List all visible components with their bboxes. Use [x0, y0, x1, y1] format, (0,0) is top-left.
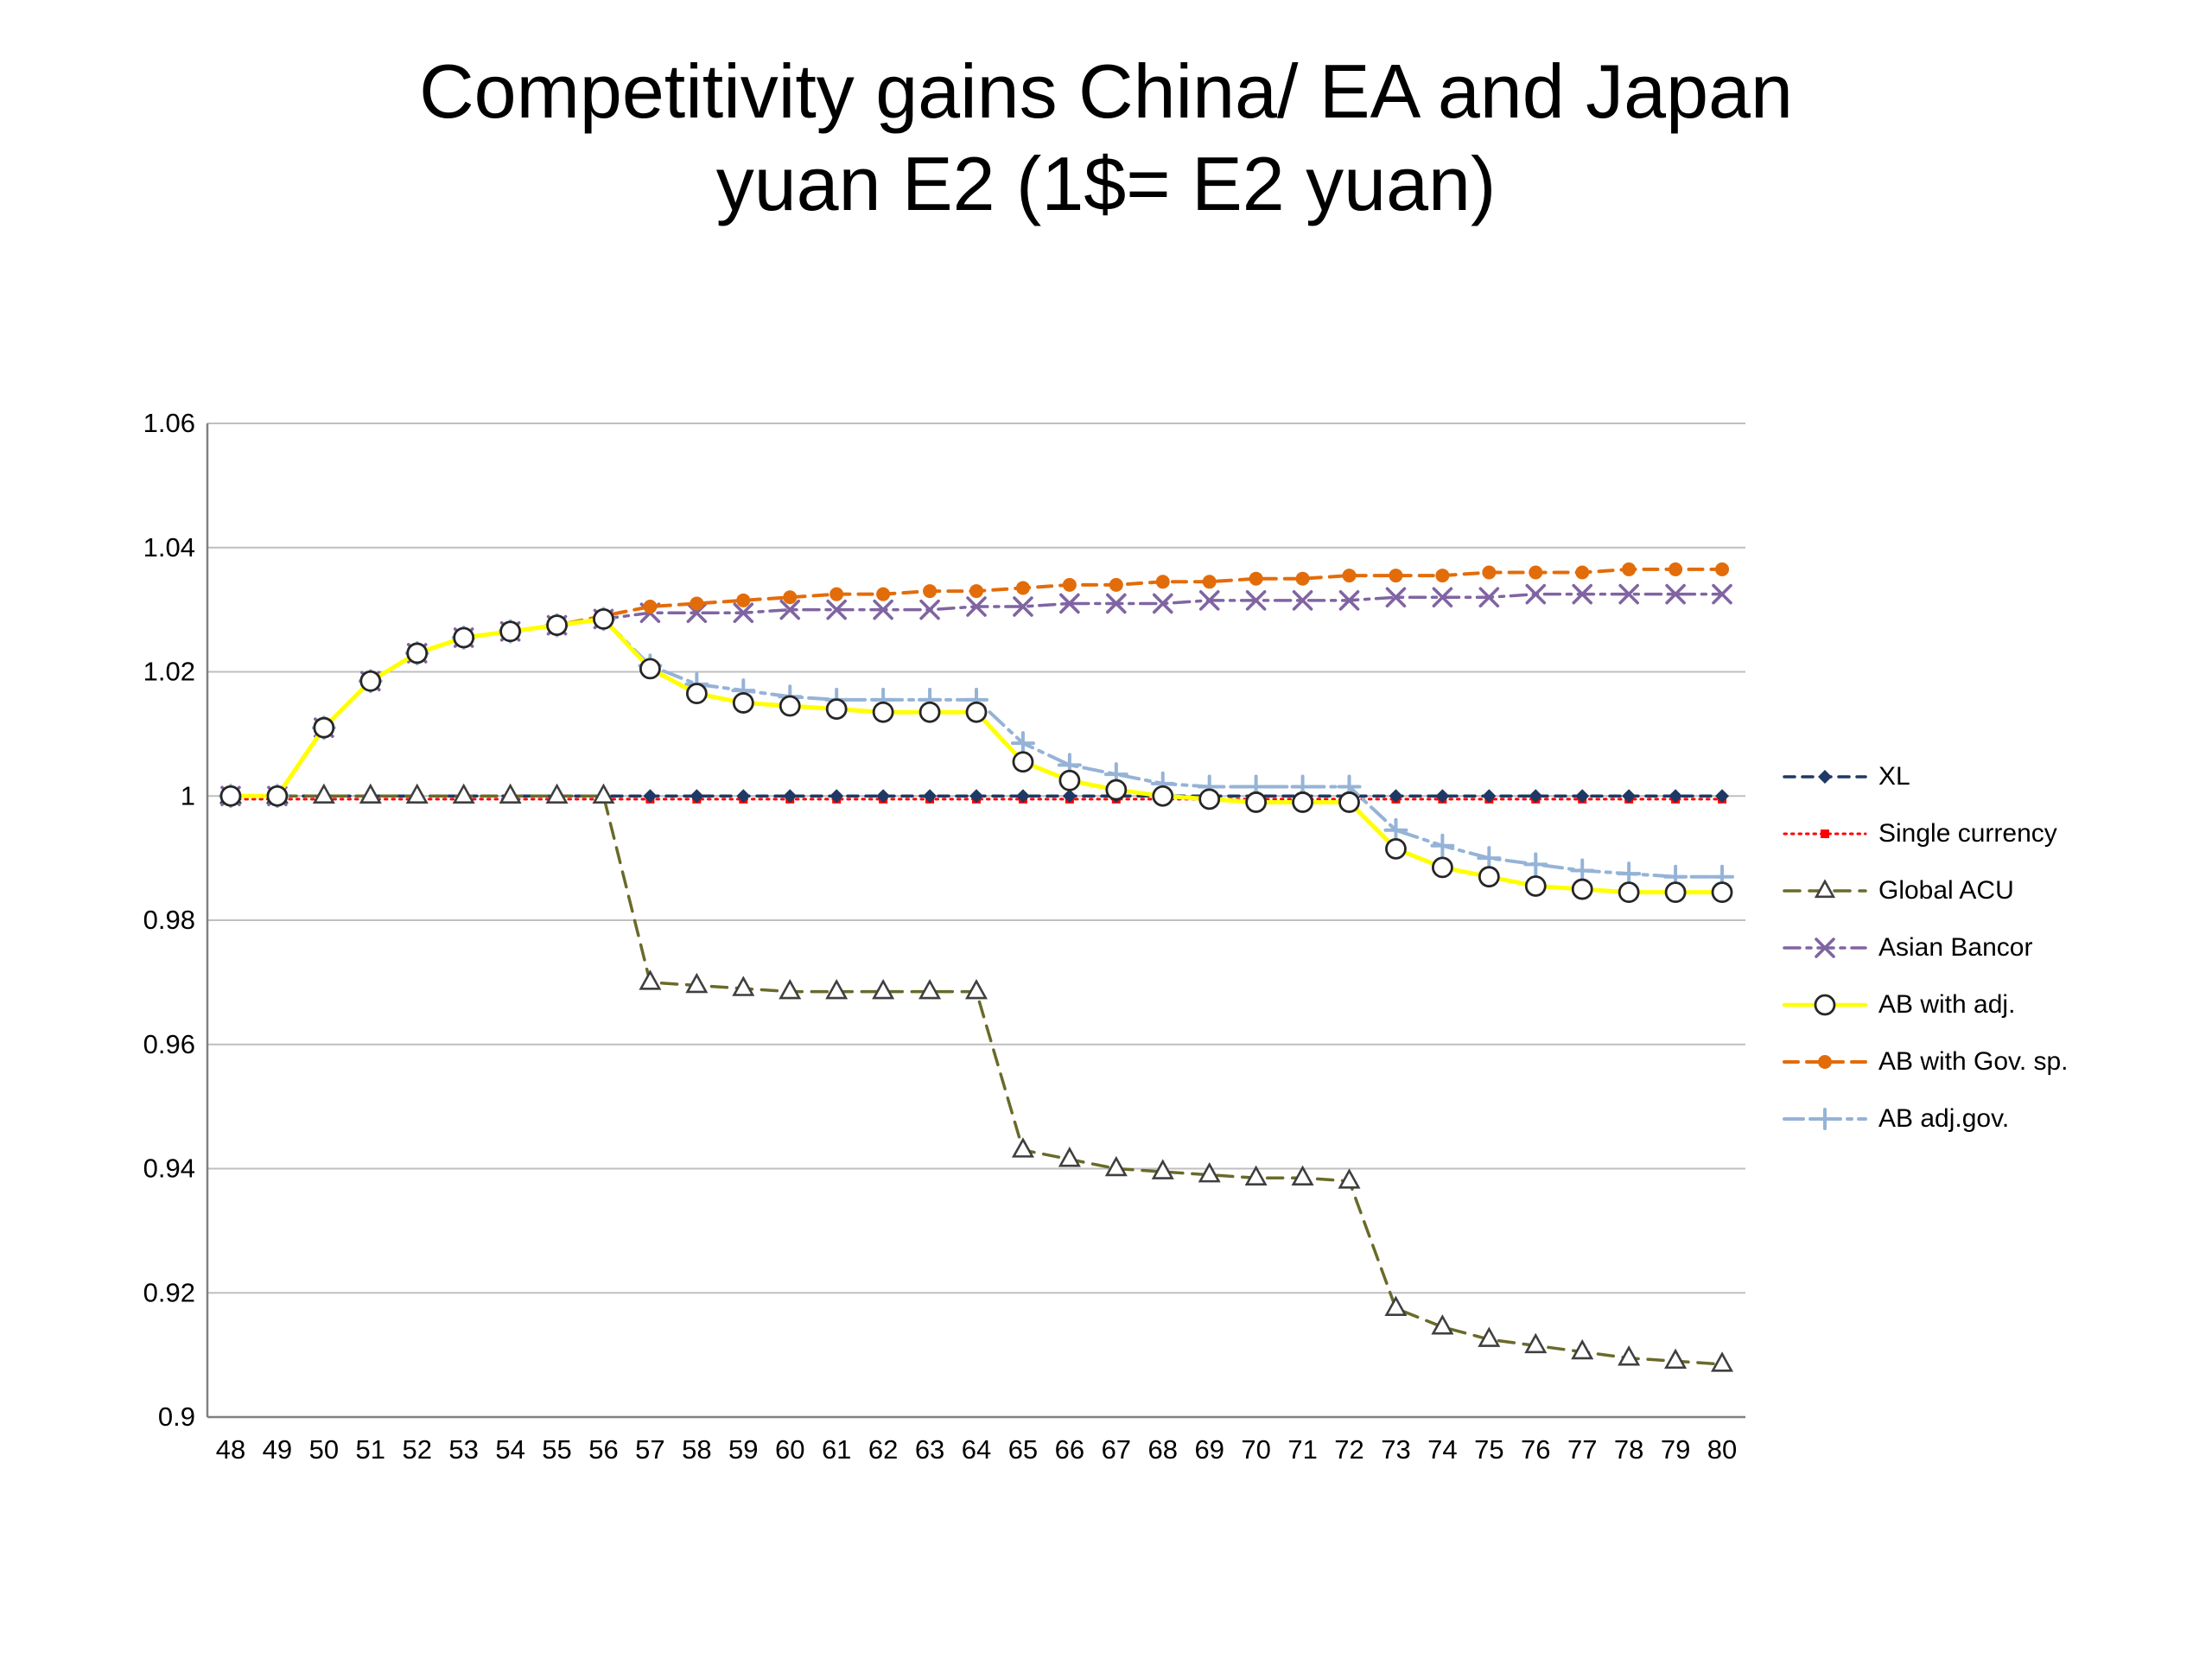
asian-bancor-line-sample-icon	[1783, 938, 1867, 958]
xl-line-sample-icon	[1783, 770, 1867, 784]
global-acu-line-sample-icon	[1783, 879, 1867, 899]
x-tick-label: 50	[309, 1434, 339, 1465]
legend-label-ab-with-gov-sp: AB with Gov. sp.	[1878, 1047, 2069, 1076]
legend-label-global-acu: Global ACU	[1878, 876, 2014, 905]
y-tick-label: 1.02	[143, 657, 195, 687]
x-tick-label: 65	[1008, 1434, 1038, 1465]
y-tick-label: 0.98	[143, 905, 195, 935]
x-axis-tick-labels: 48 49 50 51 52 53 54 55 56 57 58 59 60 61 62 63 64 65 66 67…	[216, 1434, 1738, 1465]
y-tick-label: 1.04	[143, 532, 195, 563]
y-tick-label: 0.92	[143, 1277, 195, 1307]
ab-adj-gov-line-sample-icon	[1783, 1108, 1867, 1130]
x-tick-label: 58	[682, 1434, 711, 1465]
x-tick-label: 80	[1707, 1434, 1737, 1465]
ab-with-adj-line-sample-icon	[1782, 994, 1868, 1016]
series-global-acu	[219, 783, 1734, 1372]
chart-title-line-1: Competitivity gains China/ EA and Japan	[419, 48, 1793, 134]
x-tick-label: 54	[495, 1434, 524, 1465]
x-tick-label: 69	[1194, 1434, 1224, 1465]
series-xl	[223, 789, 1730, 804]
legend-item-asian-bancor: Asian Bancor	[1782, 919, 2069, 976]
x-tick-label: 61	[822, 1434, 851, 1465]
x-tick-label: 76	[1521, 1434, 1550, 1465]
x-tick-label: 73	[1381, 1434, 1410, 1465]
x-tick-label: 63	[915, 1434, 944, 1465]
x-tick-label: 48	[216, 1434, 245, 1465]
legend-item-ab-with-gov-sp: AB with Gov. sp.	[1782, 1033, 2069, 1090]
x-tick-label: 70	[1241, 1434, 1270, 1465]
x-tick-label: 75	[1474, 1434, 1503, 1465]
ab-with-gov-sp-line-sample-icon	[1783, 1055, 1867, 1069]
series-ab-with-gov-sp	[223, 562, 1730, 804]
chart-title: Competitivity gains China/ EA and Japan …	[0, 45, 2212, 231]
x-tick-label: 67	[1102, 1434, 1131, 1465]
x-tick-label: 68	[1148, 1434, 1178, 1465]
x-tick-label: 52	[402, 1434, 431, 1465]
legend-item-global-acu: Global ACU	[1782, 862, 2069, 919]
x-tick-label: 49	[263, 1434, 292, 1465]
chart-title-line-2: yuan E2 (1$= E2 yuan)	[715, 141, 1497, 227]
legend-label-ab-adj-gov: AB adj.gov.	[1878, 1104, 2010, 1133]
legend-label-ab-with-adj: AB with adj.	[1878, 990, 2016, 1019]
y-tick-label: 1	[181, 780, 195, 810]
chart-legend: XL Single currency Global ACU Asian Banc…	[1782, 748, 2069, 1147]
series-ab-with-adj	[219, 608, 1733, 904]
y-tick-label: 0.94	[143, 1154, 195, 1184]
y-axis-tick-labels: 0.9 0.92 0.94 0.96 0.98 1 1.02 1.04 1.06	[143, 408, 195, 1432]
x-tick-label: 79	[1661, 1434, 1690, 1465]
axes	[206, 423, 1745, 1419]
legend-item-ab-adj-gov: AB adj.gov.	[1782, 1090, 2069, 1147]
x-tick-label: 66	[1055, 1434, 1084, 1465]
x-tick-label: 53	[448, 1434, 478, 1465]
x-tick-label: 64	[962, 1434, 991, 1465]
x-tick-label: 51	[356, 1434, 385, 1465]
x-tick-label: 59	[728, 1434, 758, 1465]
legend-label-asian-bancor: Asian Bancor	[1878, 933, 2033, 962]
y-tick-label: 0.96	[143, 1029, 195, 1059]
x-tick-label: 77	[1567, 1434, 1597, 1465]
x-tick-label: 78	[1614, 1434, 1643, 1465]
legend-label-single-currency: Single currency	[1878, 819, 2057, 848]
x-tick-label: 72	[1334, 1434, 1363, 1465]
legend-item-single-currency: Single currency	[1782, 805, 2069, 862]
y-tick-label: 1.06	[143, 408, 195, 438]
x-tick-label: 74	[1427, 1434, 1457, 1465]
x-tick-label: 62	[868, 1434, 898, 1465]
legend-item-xl: XL	[1782, 748, 2069, 805]
legend-item-ab-with-adj: AB with adj.	[1782, 976, 2069, 1033]
single-currency-line-sample-icon	[1783, 830, 1867, 838]
y-tick-label: 0.9	[158, 1402, 195, 1432]
x-tick-label: 57	[635, 1434, 664, 1465]
x-tick-label: 71	[1287, 1434, 1317, 1465]
x-tick-label: 56	[588, 1434, 618, 1465]
x-tick-label: 60	[775, 1434, 804, 1465]
x-tick-label: 55	[542, 1434, 571, 1465]
series-ab-adj-gov	[218, 607, 1735, 889]
legend-label-xl: XL	[1878, 762, 1910, 791]
